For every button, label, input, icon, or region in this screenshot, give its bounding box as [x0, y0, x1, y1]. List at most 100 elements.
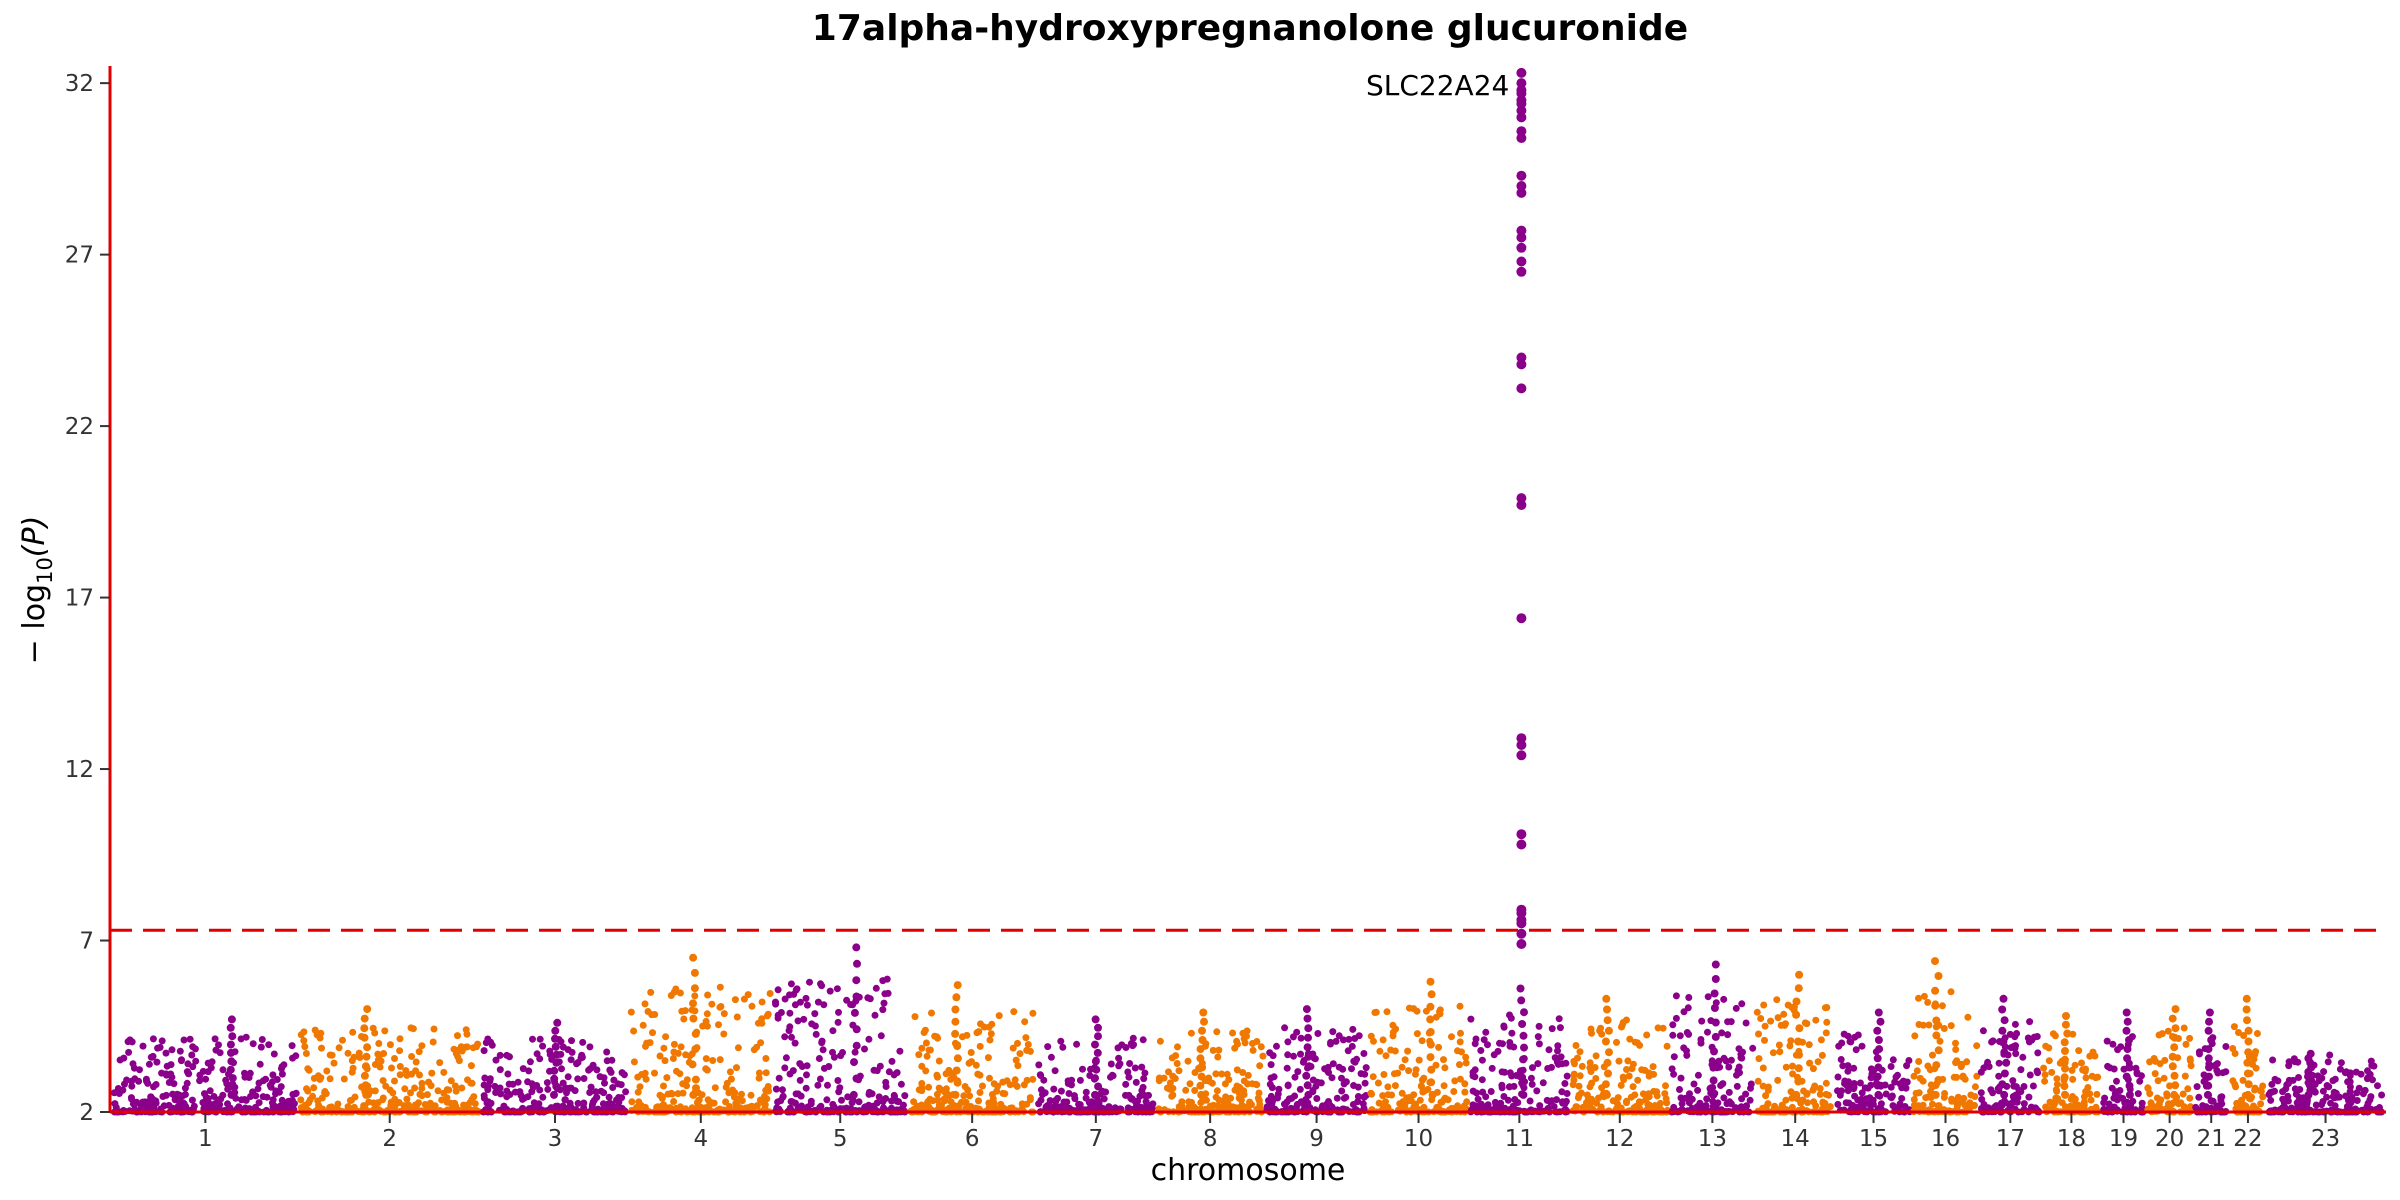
data-point: [609, 1084, 617, 1091]
data-point: [1138, 1063, 1146, 1071]
data-point: [1941, 1090, 1949, 1097]
peak-point: [1873, 1054, 1882, 1063]
x-tick-label-chr10: 10: [1404, 1126, 1433, 1152]
data-point: [1293, 1028, 1301, 1036]
data-point: [1911, 1032, 1919, 1040]
data-point: [1212, 1070, 1220, 1078]
data-point: [533, 1050, 541, 1058]
data-point: [2195, 1093, 2203, 1101]
data-point: [1391, 1082, 1399, 1090]
data-point: [833, 985, 841, 993]
data-point: [1394, 1069, 1402, 1077]
data-point: [1592, 1075, 1600, 1082]
data-point: [1244, 1071, 1252, 1079]
data-point: [2156, 1097, 2164, 1105]
peak-point: [1795, 970, 1804, 979]
data-point: [1850, 1064, 1858, 1072]
data-point: [2087, 1096, 2095, 1104]
data-point: [374, 1056, 382, 1064]
data-point: [2116, 1094, 2124, 1101]
data-point: [1404, 1097, 1412, 1105]
data-point: [785, 1027, 793, 1035]
data-point: [1014, 1062, 1022, 1070]
data-point: [672, 985, 680, 993]
data-point: [706, 1101, 713, 1109]
peak-point: [1520, 1043, 1528, 1052]
x-tick-label-chr23: 23: [2311, 1126, 2340, 1152]
data-point: [986, 1036, 994, 1044]
data-point: [1353, 1055, 1361, 1063]
peak-point: [951, 1005, 960, 1014]
peak-point: [952, 993, 961, 1002]
chromosome-1-points: [110, 1015, 300, 1116]
data-point: [1826, 1103, 1834, 1111]
data-point: [2113, 1077, 2120, 1085]
data-point: [1057, 1037, 1065, 1045]
data-point: [1764, 1086, 1772, 1094]
chromosome-11-points: [1467, 67, 1571, 1116]
data-point: [2084, 1084, 2092, 1091]
peak-point: [227, 1015, 236, 1024]
data-point: [349, 1028, 357, 1036]
x-tick-label-chr5: 5: [833, 1126, 848, 1152]
data-point: [972, 1061, 980, 1069]
data-point: [578, 1053, 586, 1061]
data-point: [2033, 1067, 2041, 1075]
data-point: [691, 1007, 699, 1015]
data-point: [1575, 1082, 1583, 1090]
data-point: [1882, 1090, 1890, 1098]
data-point: [1591, 1064, 1599, 1071]
data-point: [1915, 994, 1922, 1002]
data-point: [2186, 1034, 2194, 1042]
data-point: [947, 1098, 955, 1106]
peak-point: [1303, 1081, 1312, 1090]
data-point: [1625, 1072, 1633, 1080]
data-point: [872, 984, 880, 992]
data-point: [1054, 1094, 1062, 1102]
data-point: [1690, 1080, 1698, 1088]
peak-point: [1873, 1072, 1882, 1081]
data-point: [1588, 1079, 1596, 1087]
data-point: [504, 1070, 512, 1078]
data-point: [1424, 1085, 1432, 1093]
data-point: [601, 1079, 608, 1087]
data-point: [1125, 1073, 1133, 1081]
data-point: [143, 1077, 150, 1085]
data-point: [934, 1034, 942, 1042]
data-point: [1283, 1064, 1291, 1072]
data-point: [1694, 1086, 1702, 1094]
data-point: [1623, 1066, 1630, 1073]
data-point: [1174, 1043, 1181, 1051]
data-point: [440, 1089, 448, 1097]
peak-point: [953, 981, 962, 990]
data-point: [1071, 1095, 1079, 1103]
data-point: [185, 1070, 193, 1078]
data-point: [1456, 1075, 1464, 1083]
data-point: [2344, 1096, 2352, 1104]
data-point: [758, 1019, 766, 1027]
data-point: [503, 1087, 511, 1095]
data-point: [873, 1099, 881, 1107]
significant-hit-point: [1516, 939, 1527, 949]
data-point: [755, 1069, 763, 1077]
data-point: [1817, 1036, 1825, 1044]
data-point: [1761, 1036, 1768, 1044]
data-point: [2346, 1083, 2354, 1091]
data-point: [1467, 1015, 1475, 1023]
significant-hit-point: [1516, 928, 1527, 939]
data-point: [765, 1087, 773, 1095]
data-point: [2103, 1037, 2111, 1045]
data-point: [1754, 1077, 1762, 1085]
peak-point: [227, 1048, 235, 1057]
data-point: [1862, 1099, 1870, 1107]
data-point: [434, 1087, 442, 1095]
peak-point: [1998, 1080, 2007, 1089]
peak-point: [1874, 1063, 1883, 1072]
y-axis-label-base: − log: [17, 584, 52, 664]
data-point: [288, 1042, 296, 1050]
data-point: [1127, 1040, 1135, 1047]
data-point: [1239, 1069, 1247, 1076]
data-point: [1760, 1001, 1768, 1009]
data-point: [2151, 1070, 2159, 1078]
